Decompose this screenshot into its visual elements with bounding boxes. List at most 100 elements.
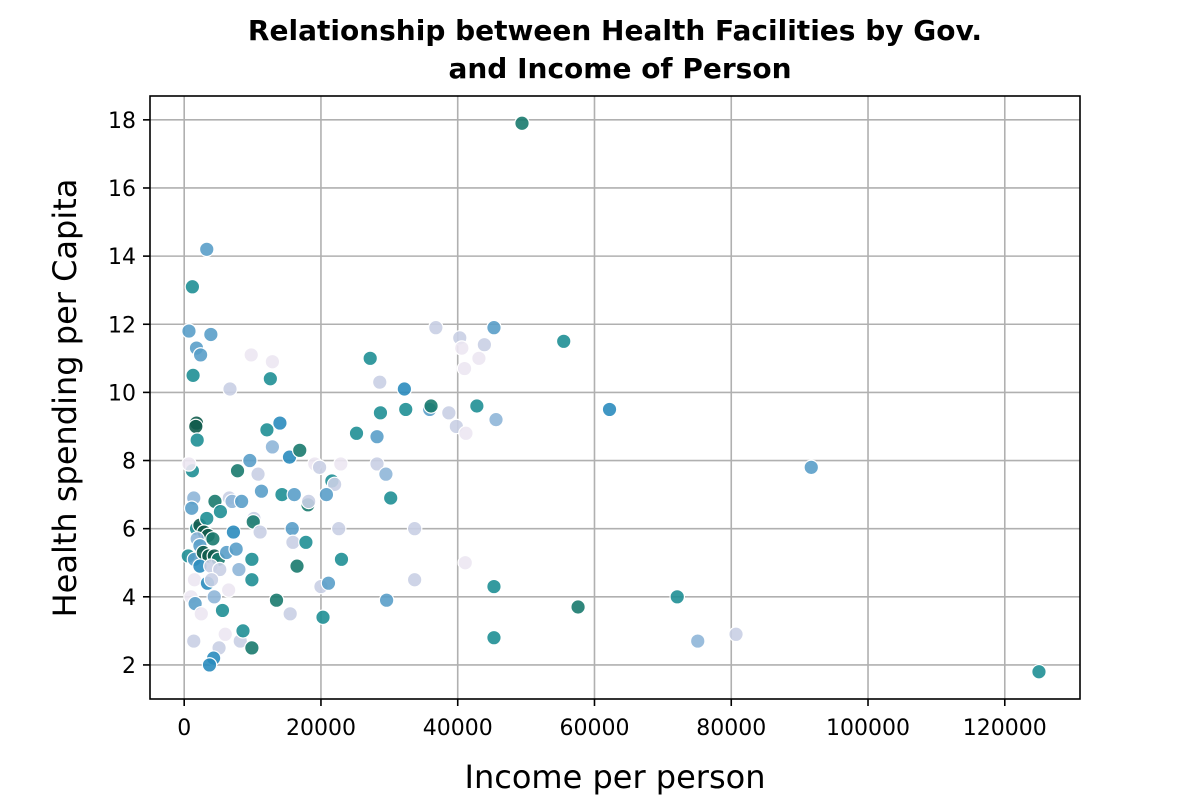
data-point	[193, 606, 210, 622]
y-tick-label: 10	[108, 381, 136, 406]
data-point	[206, 588, 223, 605]
data-point	[397, 401, 414, 418]
data-point	[728, 626, 744, 643]
data-point	[286, 486, 303, 503]
data-point	[181, 456, 197, 472]
data-point	[282, 606, 298, 622]
data-point	[198, 510, 215, 527]
data-point	[803, 459, 820, 476]
data-point	[272, 415, 288, 431]
data-point	[396, 381, 413, 397]
data-point	[428, 319, 444, 336]
data-point	[233, 493, 250, 510]
data-point	[348, 425, 365, 442]
y-tick-label: 6	[122, 518, 136, 543]
y-axis-label: Health spending per Capita	[46, 179, 84, 618]
data-point	[203, 326, 219, 343]
data-point	[369, 456, 385, 472]
data-point	[222, 381, 238, 397]
data-point	[268, 592, 285, 609]
y-tick-label: 16	[108, 177, 136, 202]
chart-title-line-2: and Income of Person	[448, 52, 791, 85]
data-point	[441, 405, 457, 421]
axis-ticks: 0 20000 40000 60000 80000 100000 120000 2 4 6 8 10 1…	[108, 109, 1047, 741]
data-point	[488, 411, 504, 428]
data-point	[326, 476, 343, 493]
data-point	[183, 500, 200, 517]
data-point	[203, 571, 220, 588]
data-point	[378, 592, 395, 609]
data-point	[318, 486, 335, 503]
data-point	[311, 459, 328, 476]
y-tick-label: 12	[108, 313, 136, 338]
data-point	[1031, 663, 1047, 680]
y-tick-label: 18	[108, 109, 136, 134]
data-point	[469, 398, 485, 414]
x-tick-label: 40000	[423, 716, 493, 741]
data-point	[198, 241, 215, 258]
data-point	[243, 347, 260, 363]
data-point	[601, 401, 618, 418]
data-point	[253, 483, 270, 499]
data-point	[185, 633, 202, 649]
data-point	[330, 520, 347, 537]
data-point	[220, 582, 237, 598]
data-point	[332, 456, 349, 472]
data-point	[211, 561, 228, 578]
data-point	[378, 466, 394, 482]
data-point	[369, 428, 385, 445]
data-point	[372, 405, 389, 421]
data-point	[244, 571, 260, 588]
data-point	[689, 633, 706, 649]
y-tick-label: 8	[122, 450, 136, 475]
data-point	[252, 524, 268, 540]
data-point	[201, 657, 218, 673]
data-points	[180, 115, 1047, 680]
data-point	[231, 561, 247, 578]
data-point	[228, 541, 244, 557]
data-point	[184, 278, 201, 295]
data-point	[371, 374, 388, 390]
data-point	[486, 629, 502, 646]
data-point	[264, 439, 281, 455]
data-point	[291, 442, 308, 459]
data-point	[456, 360, 473, 377]
y-tick-label: 2	[122, 654, 136, 679]
x-tick-label: 80000	[696, 716, 766, 741]
data-point	[217, 626, 234, 643]
grid-lines	[150, 96, 1080, 699]
data-point	[406, 520, 423, 537]
data-point	[486, 578, 502, 595]
x-tick-label: 120000	[963, 716, 1047, 741]
data-point	[212, 503, 229, 520]
data-point	[235, 623, 251, 639]
data-point	[188, 418, 204, 435]
data-point	[284, 520, 301, 537]
data-point	[315, 609, 331, 626]
data-point	[289, 558, 305, 574]
data-point	[300, 493, 317, 510]
data-point	[471, 350, 487, 367]
x-tick-label: 20000	[286, 716, 356, 741]
data-point	[186, 571, 203, 588]
data-point	[458, 425, 474, 442]
data-point	[285, 534, 301, 551]
data-point	[457, 554, 474, 571]
data-point	[205, 531, 221, 547]
data-point	[333, 551, 350, 568]
x-tick-label: 100000	[826, 716, 910, 741]
data-point	[406, 571, 423, 588]
data-point	[189, 432, 205, 448]
y-tick-label: 14	[108, 245, 136, 270]
data-point	[225, 524, 242, 540]
data-point	[244, 551, 260, 568]
data-point	[185, 367, 201, 384]
y-tick-label: 4	[122, 586, 136, 611]
data-point	[362, 350, 378, 367]
x-tick-label: 60000	[559, 716, 629, 741]
data-point	[244, 640, 260, 656]
data-point	[192, 347, 209, 363]
